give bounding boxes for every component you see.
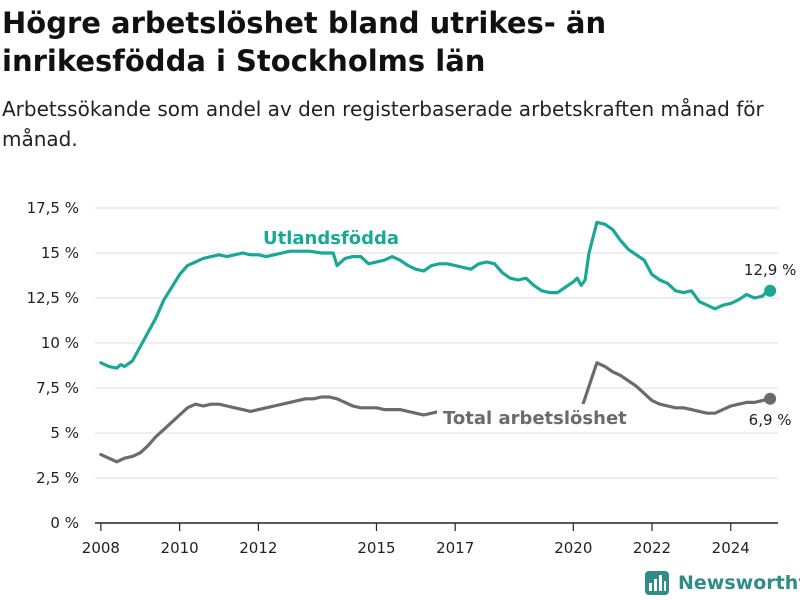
brand-logo: Newsworthy (644, 568, 800, 598)
x-tick-label: 2017 (436, 539, 474, 557)
y-tick-label: 10 % (41, 334, 79, 352)
brand-name: Newsworthy (678, 572, 800, 594)
y-tick-label: 7,5 % (36, 379, 79, 397)
y-tick-label: 2,5 % (36, 469, 79, 487)
series-line (99, 361, 772, 464)
x-tick-label: 2012 (239, 539, 277, 557)
series-name-label: Total arbetslöshet (443, 408, 627, 429)
x-tick-label: 2024 (712, 539, 750, 557)
series-end-label: 12,9 % (744, 261, 796, 279)
x-tick-label: 2015 (357, 539, 395, 557)
y-tick-label: 12,5 % (27, 289, 79, 307)
y-tick-label: 17,5 % (27, 199, 79, 217)
series-end-point (764, 392, 777, 405)
chart-title: Högre arbetslöshet bland utrikes- än inr… (2, 6, 607, 78)
series-end-label: 6,9 % (749, 411, 792, 429)
y-tick-label: 5 % (50, 424, 79, 442)
series-line (99, 220, 772, 370)
series-end-point (764, 284, 777, 297)
chart-subtitle: Arbetssökande som andel av den registerb… (2, 97, 764, 151)
newsworthy-logo-icon (645, 571, 669, 595)
series-name-label: Utlandsfödda (263, 228, 399, 249)
x-tick-label: 2020 (554, 539, 592, 557)
series-label-background (437, 404, 633, 432)
y-tick-label: 0 % (50, 514, 79, 532)
x-tick-label: 2010 (161, 539, 199, 557)
x-tick-label: 2022 (633, 539, 671, 557)
x-tick-label: 2008 (82, 539, 120, 557)
y-tick-label: 15 % (41, 244, 79, 262)
